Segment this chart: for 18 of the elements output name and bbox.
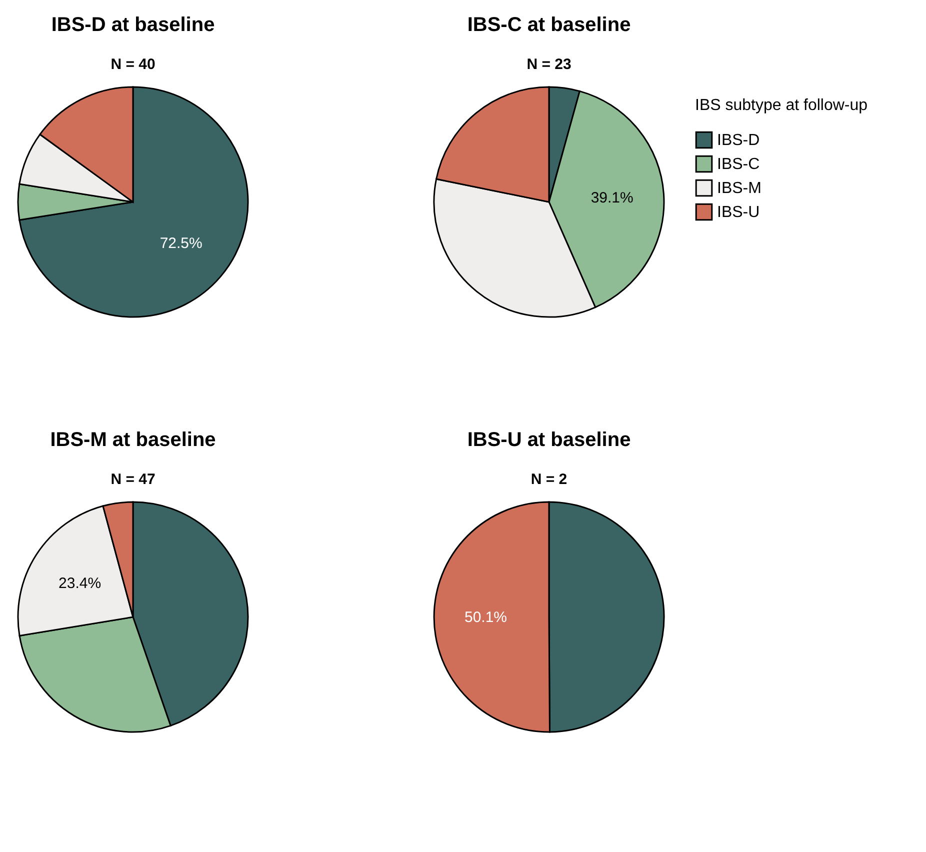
chart-subtitle: N = 47 <box>110 471 156 488</box>
legend-label: IBS-D <box>717 132 760 149</box>
legend-label: IBS-C <box>717 156 760 173</box>
data-label: 72.5% <box>160 235 202 252</box>
chart-subtitle: N = 2 <box>530 471 568 488</box>
chart-subtitle: N = 23 <box>526 56 572 73</box>
legend-title: IBS subtype at follow-up <box>695 97 868 114</box>
data-label: 39.1% <box>590 189 634 206</box>
chart-title: IBS-D at baseline <box>51 14 215 36</box>
legend-label: IBS-U <box>717 204 760 221</box>
data-label: 23.4% <box>58 574 102 592</box>
chart-title: IBS-M at baseline <box>50 429 216 451</box>
legend-label: IBS-M <box>717 180 762 197</box>
pie-slice <box>18 86 249 318</box>
chart-title: IBS-C at baseline <box>467 14 631 36</box>
data-label: 50.1% <box>464 609 508 626</box>
chart-subtitle: N = 40 <box>110 56 156 73</box>
chart-title: IBS-U at baseline <box>467 429 631 451</box>
